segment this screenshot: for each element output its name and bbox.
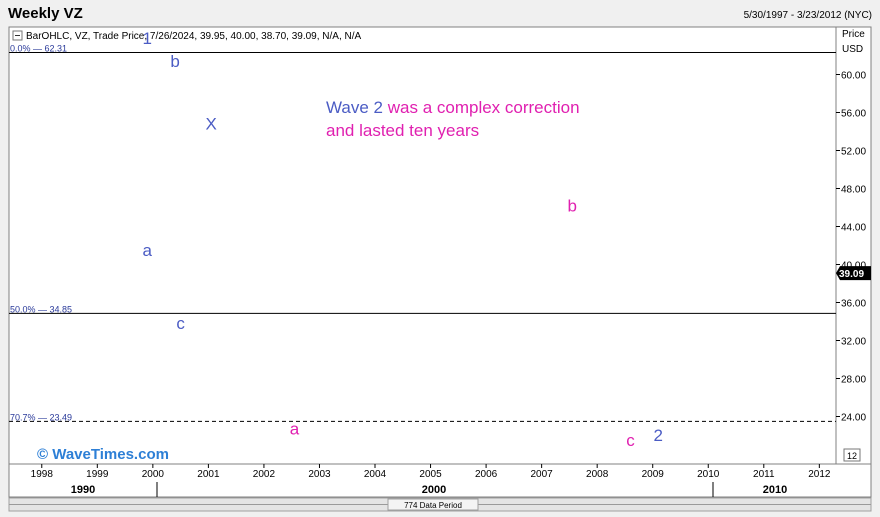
- year-tick-label: 1999: [86, 469, 109, 480]
- year-tick-label: 2000: [142, 469, 165, 480]
- year-tick-label: 1998: [31, 469, 54, 480]
- scrollbar-thumb[interactable]: [387, 498, 479, 511]
- year-tick-label: 2002: [253, 469, 276, 480]
- fib-level-label: 50.0% — 34.85: [10, 304, 72, 314]
- scale-button-frame: [843, 448, 861, 462]
- year-tick-label: 2001: [197, 469, 220, 480]
- year-tick-label: 2006: [475, 469, 498, 480]
- wave-label: a: [290, 420, 300, 439]
- year-tick-label: 2011: [753, 469, 775, 480]
- annotation-line-2: and lasted ten years: [326, 121, 479, 140]
- time-axis-panel: [8, 463, 872, 498]
- price-tick-label: 44.00: [841, 223, 866, 234]
- fib-level-label: 0.0% — 62.31: [10, 44, 67, 54]
- annotation-complex-correction: was a complex correction: [383, 98, 580, 117]
- wavetimes-watermark: © WaveTimes.com: [37, 446, 169, 463]
- price-axis-title: Price: [842, 29, 865, 40]
- year-tick-label: 2008: [586, 469, 609, 480]
- price-tick-label: 48.00: [841, 185, 866, 196]
- time-axis-ticks: 1998 1999 2000 2001 2002 2003 2004 2005 2006 2007…: [31, 464, 831, 497]
- decade-label: 2010: [763, 484, 787, 496]
- price-tick-label: 56.00: [841, 109, 866, 120]
- chart-title: Weekly VZ: [8, 5, 83, 22]
- year-tick-label: 2012: [808, 469, 831, 480]
- study-legend-text: BarOHLC, VZ, Trade Price, 7/26/2024, 39.…: [26, 31, 362, 42]
- wave-label: 1: [143, 29, 152, 48]
- annotation-wave-2: Wave 2: [326, 98, 383, 117]
- plot-area: [8, 26, 837, 465]
- price-axis-ticks: 24.00 28.00 32.00 36.00 40.00 44.00 48.00 52.00…: [836, 71, 866, 424]
- price-axis-currency: USD: [842, 44, 863, 55]
- price-tick-label: 24.00: [841, 413, 866, 424]
- price-tick-label: 28.00: [841, 375, 866, 386]
- wave-label: b: [567, 196, 576, 215]
- wave-label: X: [205, 115, 216, 134]
- price-tick-label: 40.00: [841, 261, 866, 272]
- year-tick-label: 2009: [642, 469, 665, 480]
- price-tick-label: 32.00: [841, 337, 866, 348]
- wave-label: b: [170, 52, 179, 71]
- year-tick-label: 2005: [419, 469, 442, 480]
- scale-button-label: 12: [847, 451, 857, 461]
- date-range-label: 5/30/1997 - 3/23/2012 (NYC): [743, 10, 872, 21]
- wave-label: 2: [654, 426, 663, 445]
- decade-label: 1990: [71, 484, 95, 496]
- last-price-marker: 39.09: [836, 266, 871, 281]
- wave-label: a: [143, 241, 153, 260]
- fibonacci-levels: 0.0% — 62.31 50.0% — 34.85 70.7% — 23.49: [9, 44, 836, 422]
- scale-button[interactable]: 12: [843, 448, 861, 462]
- last-price-value: 39.09: [839, 269, 864, 280]
- year-tick-label: 2010: [697, 469, 720, 480]
- fib-level-label: 70.7% — 23.49: [10, 412, 72, 422]
- year-tick-label: 2007: [531, 469, 554, 480]
- data-period-label: 774 Data Period: [404, 501, 462, 510]
- year-tick-label: 2003: [308, 469, 331, 480]
- year-tick-label: 2004: [364, 469, 387, 480]
- annotation-line-1: Wave 2 was a complex correction: [326, 98, 580, 117]
- price-tick-label: 60.00: [841, 71, 866, 82]
- wave-label: c: [176, 314, 185, 333]
- study-legend: BarOHLC, VZ, Trade Price, 7/26/2024, 39.…: [12, 30, 362, 42]
- price-axis-panel: [835, 26, 872, 465]
- decade-label: 2000: [422, 484, 446, 496]
- price-tick-label: 36.00: [841, 299, 866, 310]
- wave-label: c: [626, 431, 635, 450]
- price-tick-label: 52.00: [841, 147, 866, 158]
